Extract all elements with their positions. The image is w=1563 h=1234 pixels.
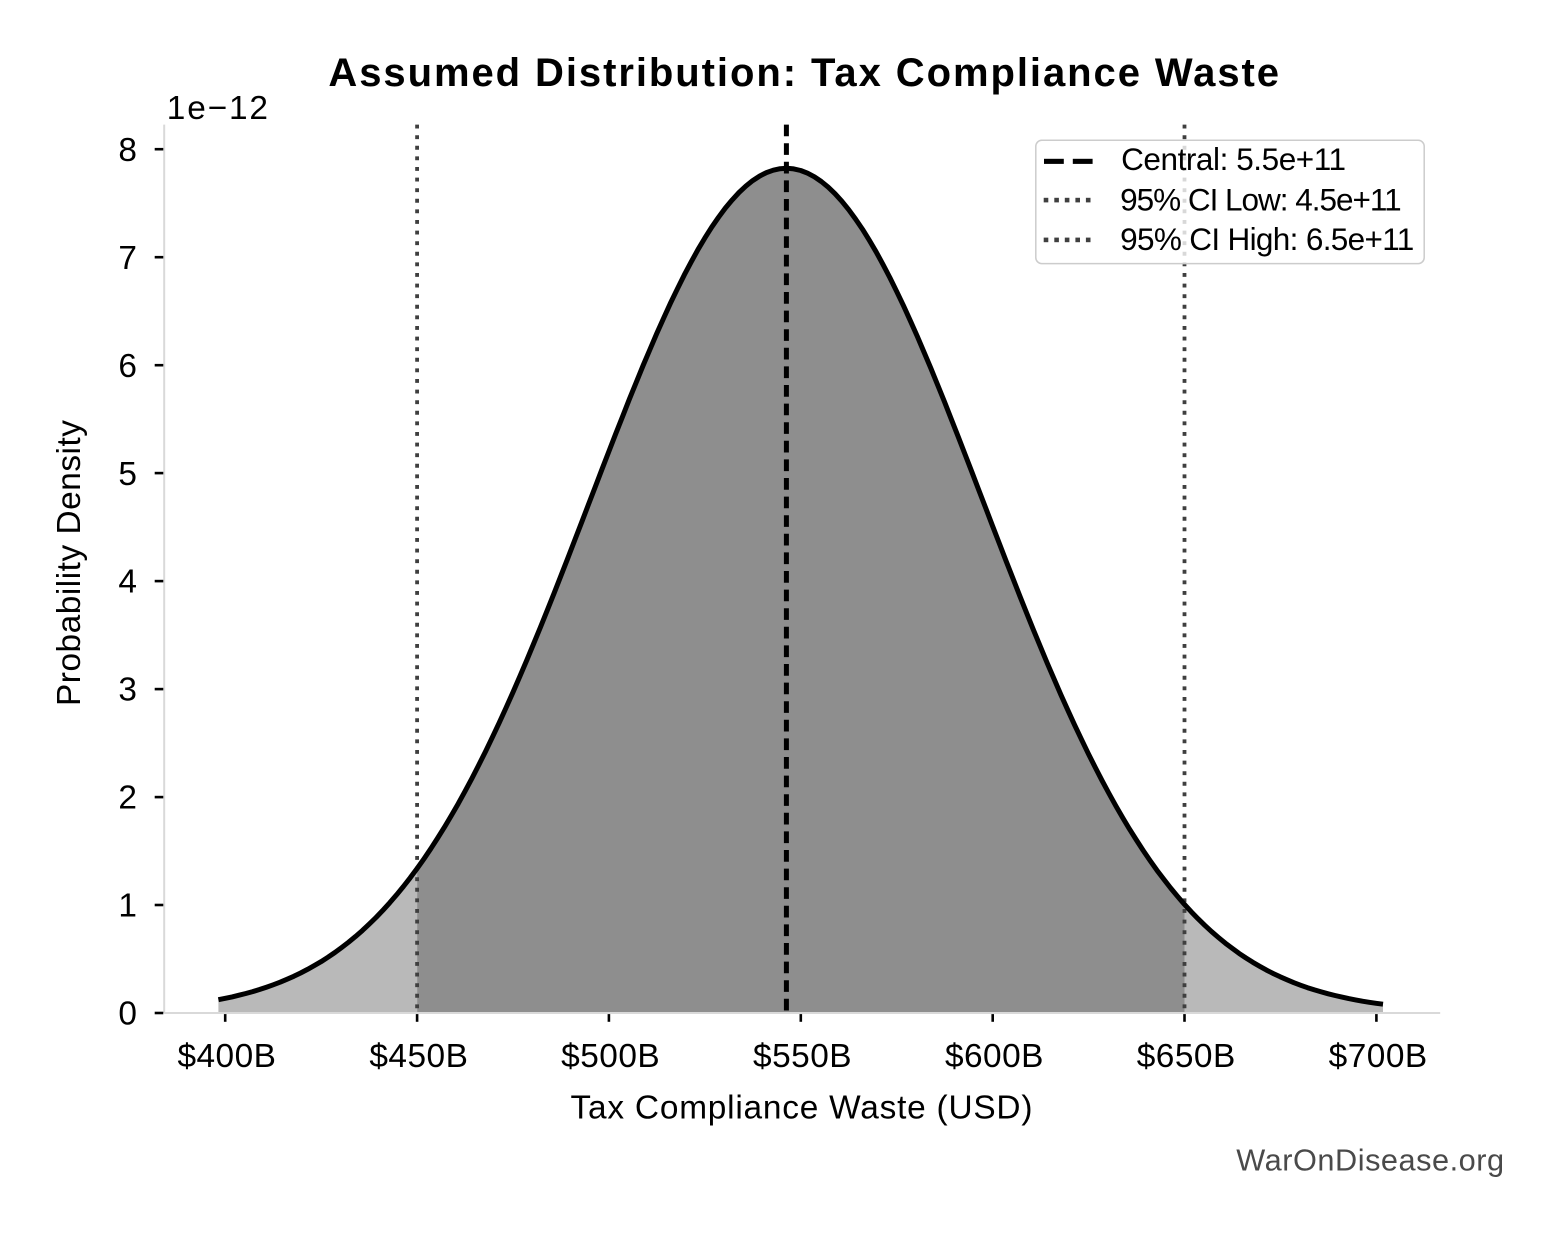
svg-text:$450B: $450B (369, 1038, 468, 1075)
svg-text:95% CI High: 6.5e+11: 95% CI High: 6.5e+11 (1120, 221, 1414, 257)
svg-text:6: 6 (118, 348, 137, 385)
svg-text:1: 1 (118, 888, 137, 925)
svg-text:$500B: $500B (561, 1038, 660, 1075)
svg-text:8: 8 (118, 132, 137, 169)
svg-text:$650B: $650B (1137, 1038, 1236, 1075)
svg-text:Assumed Distribution: Tax Comp: Assumed Distribution: Tax Compliance Was… (328, 51, 1279, 95)
svg-text:0: 0 (118, 996, 137, 1033)
svg-text:2: 2 (118, 780, 137, 817)
svg-text:Central: 5.5e+11: Central: 5.5e+11 (1121, 141, 1346, 177)
svg-text:WarOnDisease.org: WarOnDisease.org (1236, 1143, 1504, 1178)
svg-text:4: 4 (118, 564, 137, 601)
svg-text:$600B: $600B (945, 1038, 1043, 1075)
svg-text:Tax Compliance Waste (USD): Tax Compliance Waste (USD) (571, 1089, 1033, 1126)
svg-text:1e−12: 1e−12 (167, 90, 268, 127)
svg-text:$700B: $700B (1329, 1038, 1428, 1075)
svg-text:95% CI Low: 4.5e+11: 95% CI Low: 4.5e+11 (1120, 181, 1402, 217)
svg-text:Probability Density: Probability Density (51, 420, 88, 706)
svg-text:3: 3 (118, 672, 137, 709)
svg-text:7: 7 (118, 240, 137, 277)
svg-text:$400B: $400B (177, 1038, 276, 1075)
svg-text:5: 5 (118, 456, 137, 493)
svg-text:$550B: $550B (753, 1038, 852, 1075)
